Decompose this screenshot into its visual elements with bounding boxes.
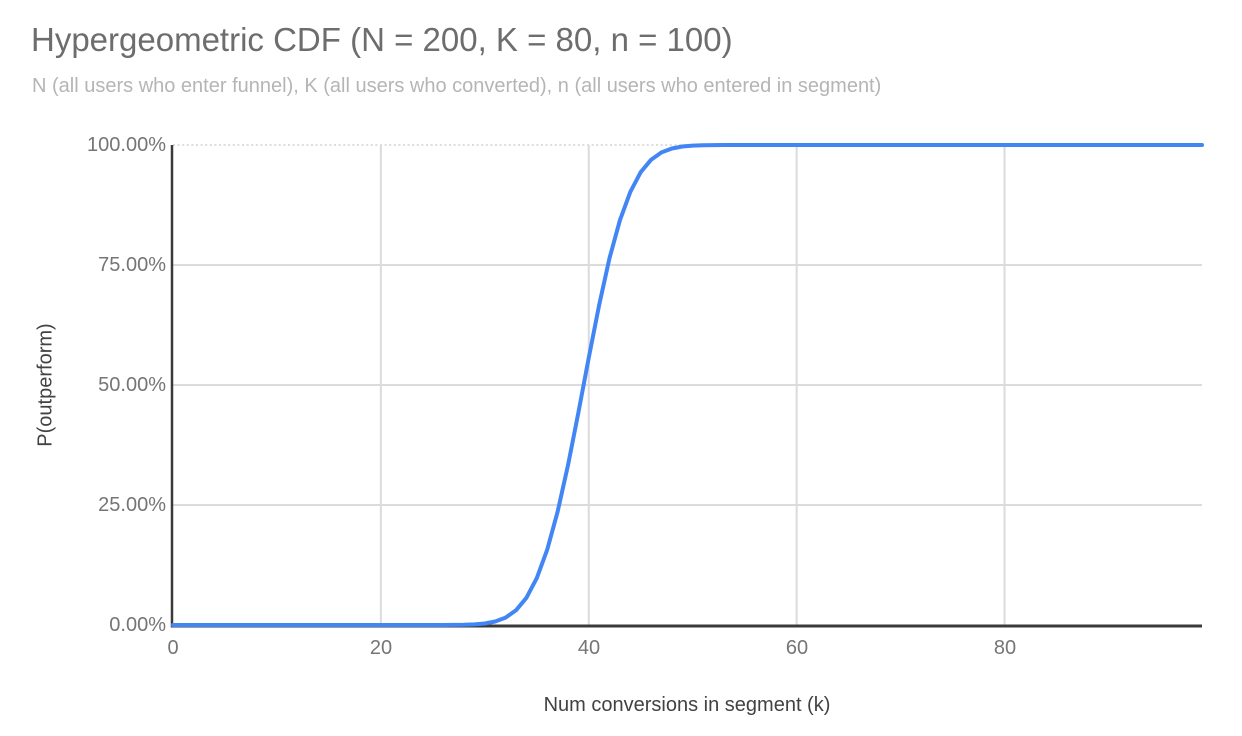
x-axis-title: Num conversions in segment (k): [543, 694, 831, 716]
x-tick-40: 40: [577, 637, 601, 659]
y-tick-25: 25.00%: [98, 494, 166, 516]
y-tick-50: 50.00%: [98, 374, 166, 396]
chart-subtitle: N (all users who enter funnel), K (all u…: [32, 75, 882, 97]
x-tick-20: 20: [369, 637, 393, 659]
x-tick-80: 80: [993, 637, 1017, 659]
cdf-series-line: [171, 143, 1204, 627]
x-tick-60: 60: [785, 637, 809, 659]
y-tick-100: 100.00%: [87, 134, 166, 156]
x-tick-0: 0: [167, 637, 179, 659]
chart-title: Hypergeometric CDF (N = 200, K = 80, n =…: [31, 21, 733, 58]
y-axis-title: P(outperform): [34, 323, 57, 447]
y-tick-0: 0.00%: [109, 614, 166, 636]
y-tick-75: 75.00%: [98, 254, 166, 276]
